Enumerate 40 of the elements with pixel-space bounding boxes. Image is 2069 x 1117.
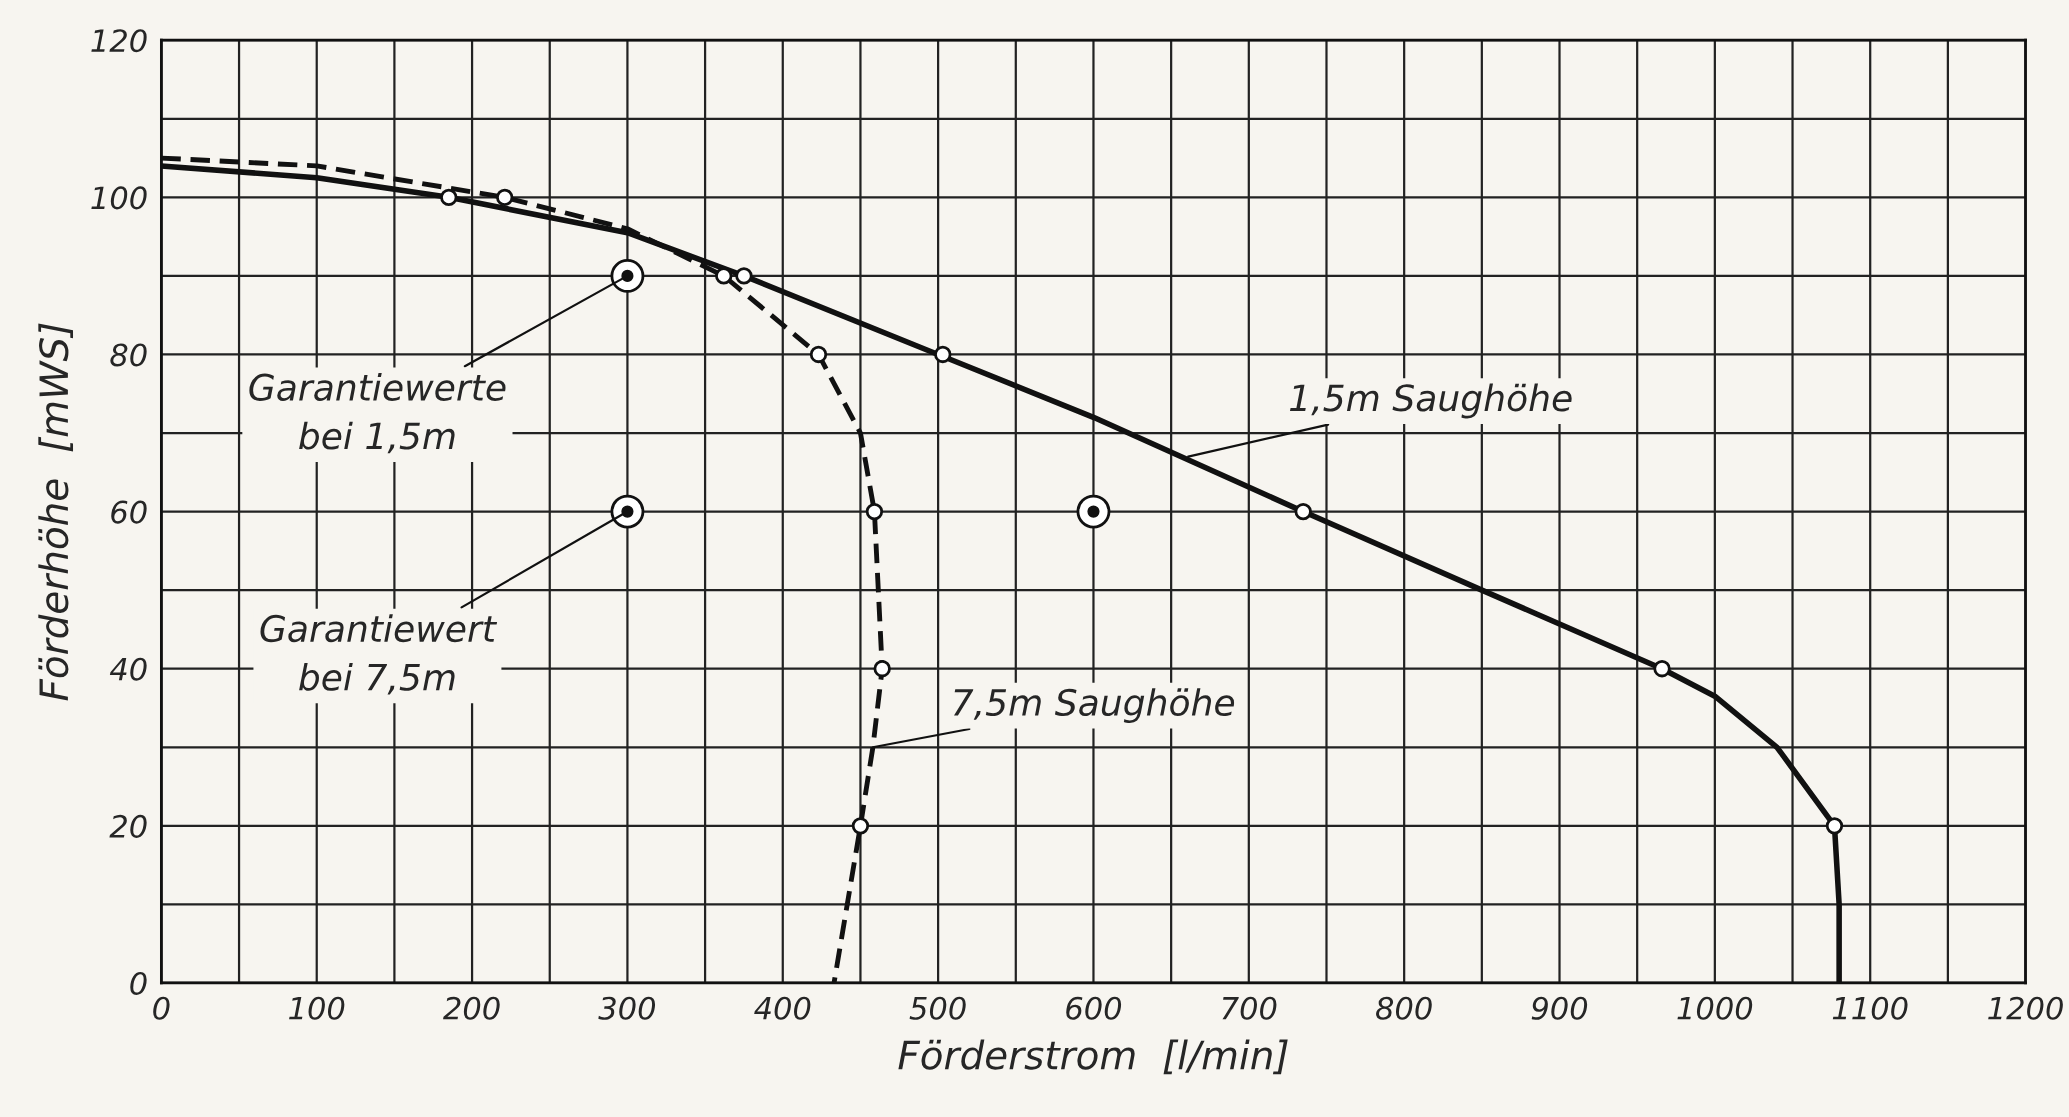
point: [809, 345, 828, 364]
point: [496, 188, 514, 207]
point: [851, 817, 870, 835]
point: [715, 267, 733, 285]
x-tick-label: 400: [754, 996, 811, 1020]
y-tick-label: 0: [130, 971, 147, 995]
x-tick-label: 1000: [1677, 996, 1753, 1020]
point: [1076, 494, 1111, 529]
y-tick-label: 120: [91, 29, 147, 53]
x-tick-label: 100: [289, 996, 345, 1020]
point: [735, 267, 753, 285]
point: [1825, 817, 1844, 835]
annotation: 1,5m Saughöhe: [1289, 383, 1572, 419]
x-tick-label: 300: [598, 996, 656, 1020]
annotation: Garantiewert bei 7,5m: [260, 614, 498, 695]
point: [610, 258, 645, 293]
annotation: Garantiewerte bei 1,5m: [249, 372, 506, 454]
point: [873, 660, 891, 678]
x-tick-label: 200: [443, 996, 500, 1020]
x-tick-label: 700: [1222, 996, 1277, 1020]
point: [865, 502, 884, 521]
x-tick-label: 900: [1531, 996, 1588, 1020]
y-axis-title: Förderhöhe [mWS]: [38, 323, 74, 701]
y-tick-label: 40: [109, 657, 147, 681]
x-tick-label: 0: [153, 996, 170, 1020]
x-tick-label: 800: [1376, 996, 1432, 1020]
y-tick-label: 80: [110, 343, 147, 367]
x-axis-title: Förderstrom [l/min]: [898, 1039, 1288, 1075]
x-tick-label: 1200: [1988, 996, 2063, 1020]
y-tick-label: 20: [109, 814, 147, 838]
y-tick-label: 100: [91, 186, 147, 210]
point: [1294, 502, 1312, 521]
x-tick-label: 1100: [1832, 996, 1908, 1020]
x-tick-label: 600: [1066, 996, 1122, 1020]
point: [934, 345, 952, 364]
annotation: 7,5m Saughöhe: [954, 688, 1235, 724]
x-tick-label: 500: [909, 996, 966, 1020]
point: [440, 188, 458, 207]
point: [1653, 660, 1671, 678]
y-tick-label: 60: [111, 500, 147, 524]
